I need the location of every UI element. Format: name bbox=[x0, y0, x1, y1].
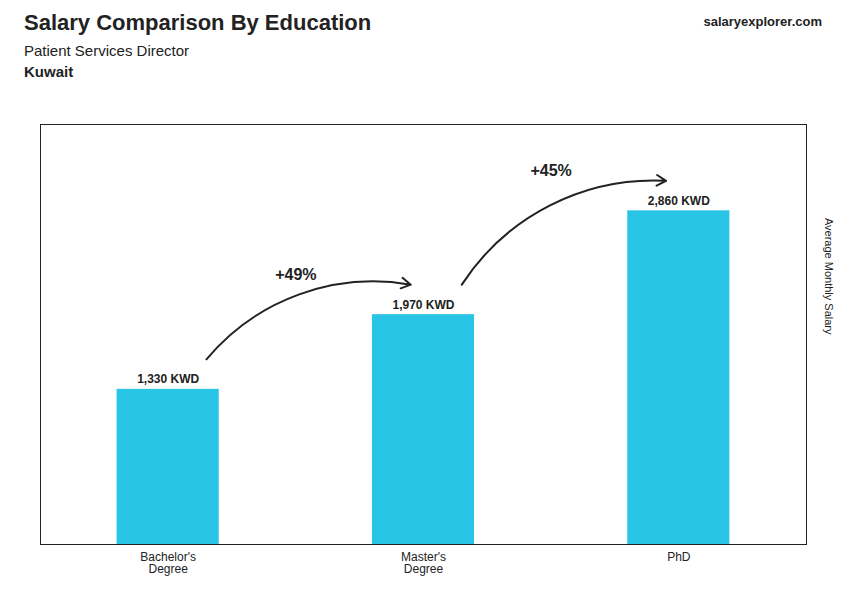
svg-text:PhD: PhD bbox=[667, 550, 691, 564]
svg-text:+49%: +49% bbox=[275, 266, 316, 283]
svg-text:1,970 KWD: 1,970 KWD bbox=[392, 298, 454, 312]
svg-text:+45%: +45% bbox=[530, 162, 571, 179]
svg-text:Bachelor'sDegree: Bachelor'sDegree bbox=[140, 550, 196, 576]
html-text:Salary Comparison By Education: Salary Comparison By Education bbox=[24, 10, 372, 35]
svg-text:1,330 KWD: 1,330 KWD bbox=[137, 372, 199, 386]
svg-text:Master'sDegree: Master'sDegree bbox=[401, 550, 446, 576]
html-text:Patient Services Director: Patient Services Director bbox=[24, 42, 190, 59]
html-text:salary explorer.com: salary explorer.com bbox=[703, 14, 822, 29]
svg-text:2,860 KWD: 2,860 KWD bbox=[648, 194, 710, 208]
html-text:Kuwait: Kuwait bbox=[24, 63, 74, 80]
svg-text:Average Monthly Salary: Average Monthly Salary bbox=[823, 218, 835, 335]
